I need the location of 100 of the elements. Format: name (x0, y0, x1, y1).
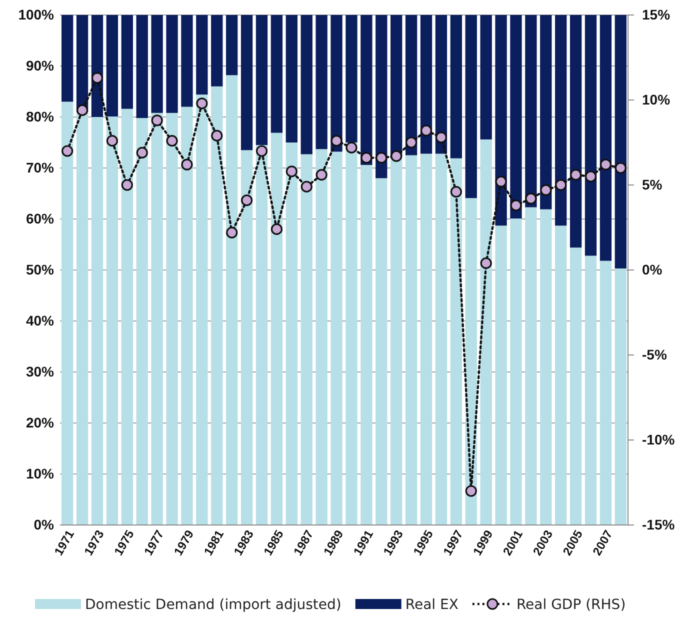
point (540, 184, 552, 196)
bar (286, 15, 298, 142)
bar (151, 112, 163, 525)
bar (420, 15, 432, 154)
bar (346, 142, 358, 525)
bar (360, 15, 372, 165)
point (346, 142, 358, 154)
bar (376, 15, 388, 178)
point (584, 170, 597, 182)
point (300, 180, 312, 192)
legend-label: Real EX (405, 597, 459, 613)
bar (525, 15, 537, 208)
y2-tick-label: 15% (642, 6, 671, 22)
point (270, 223, 282, 235)
bar (196, 94, 208, 525)
point (450, 186, 462, 198)
point (600, 158, 612, 170)
bar (525, 207, 537, 525)
y-tick-label: 70% (26, 159, 55, 176)
bar (211, 15, 223, 86)
point (316, 169, 328, 181)
bar (240, 15, 253, 150)
y-tick-label: 40% (26, 312, 55, 328)
bar (570, 248, 582, 525)
point (330, 135, 342, 147)
bar (435, 15, 448, 154)
bar (540, 15, 552, 210)
bar (300, 154, 312, 525)
point (510, 200, 522, 212)
bar (151, 15, 163, 113)
bar (405, 155, 418, 525)
point (226, 226, 238, 238)
bar (330, 15, 342, 152)
bar (614, 268, 627, 525)
bar (346, 15, 358, 142)
y2-tick-label: 0% (642, 261, 663, 278)
legend-label: Domestic Demand (import adjusted) (85, 597, 342, 613)
bar (360, 164, 372, 525)
legend-label: Real GDP (RHS) (516, 597, 626, 613)
bar (390, 15, 402, 157)
point (390, 150, 402, 162)
bar (270, 132, 283, 525)
point (435, 132, 448, 144)
bar (435, 154, 448, 525)
point (614, 162, 626, 174)
bar (465, 15, 477, 198)
bar (480, 15, 492, 140)
point (570, 169, 582, 181)
y-tick-label: 30% (26, 363, 55, 380)
y2-tick-label: -5% (642, 346, 668, 362)
point (106, 135, 118, 147)
bar (540, 209, 552, 525)
bar (166, 112, 178, 525)
point (166, 135, 178, 147)
bar (226, 15, 238, 76)
bar (614, 15, 627, 268)
bar (450, 15, 462, 158)
point (465, 485, 477, 497)
bar (136, 118, 148, 525)
point (136, 146, 148, 158)
bar (316, 149, 328, 525)
point (76, 104, 88, 116)
y-tick-label: 20% (26, 414, 55, 430)
bar (196, 15, 208, 95)
bar (510, 15, 522, 218)
bar (136, 15, 148, 118)
bar (495, 226, 507, 525)
bar (106, 116, 118, 525)
bar (256, 15, 268, 146)
bar (61, 102, 74, 525)
bar (510, 218, 522, 525)
y-tick-label: 60% (26, 210, 55, 226)
bar (286, 142, 298, 525)
point (360, 152, 372, 164)
bar (570, 15, 582, 248)
y-tick-label: 10% (26, 465, 55, 482)
y-tick-label: 90% (26, 57, 55, 74)
y2-tick-label: 10% (642, 91, 671, 108)
point (286, 166, 298, 178)
bar (211, 86, 223, 525)
point (256, 145, 268, 157)
point (62, 145, 74, 157)
bar (555, 15, 567, 226)
bar (330, 152, 342, 525)
bar (121, 15, 133, 109)
bar (584, 256, 597, 525)
bar (256, 145, 268, 525)
bar (106, 15, 118, 116)
bar (240, 150, 253, 525)
bar (316, 15, 328, 150)
bar (405, 15, 418, 156)
y2-tick-label: -10% (642, 431, 676, 448)
bar (300, 15, 312, 154)
point (525, 192, 537, 204)
point (495, 176, 507, 188)
bar (584, 15, 597, 256)
bar (121, 108, 133, 525)
y2-tick-label: -15% (642, 516, 676, 532)
bar (555, 226, 567, 525)
y-tick-label: 100% (18, 6, 55, 22)
